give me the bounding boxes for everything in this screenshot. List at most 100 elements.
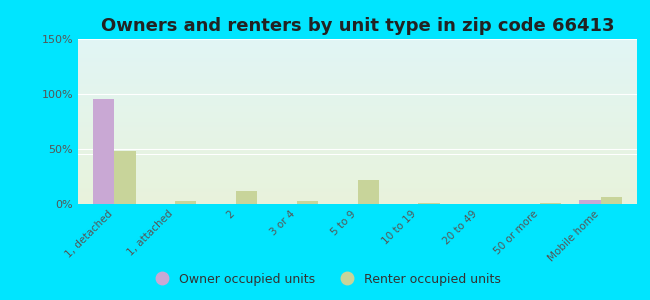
Bar <box>78 142 637 143</box>
Bar <box>78 110 637 111</box>
Bar <box>78 199 637 200</box>
Bar <box>78 167 637 168</box>
Bar <box>78 98 637 99</box>
Bar <box>78 113 637 114</box>
Bar <box>78 191 637 192</box>
Bar <box>78 178 637 179</box>
Bar <box>78 153 637 154</box>
Bar <box>78 114 637 115</box>
Bar <box>78 188 637 189</box>
Bar <box>78 49 637 50</box>
Bar <box>78 141 637 142</box>
Bar <box>601 197 622 204</box>
Bar <box>78 136 637 137</box>
Bar <box>78 105 637 106</box>
Bar <box>78 175 637 176</box>
Bar <box>78 82 637 83</box>
Bar <box>78 177 637 178</box>
Bar <box>78 42 637 43</box>
Bar <box>78 176 637 177</box>
Bar <box>78 104 637 105</box>
Bar <box>78 63 637 64</box>
Bar <box>78 60 637 61</box>
Bar <box>78 97 637 98</box>
Bar <box>78 41 637 42</box>
Bar <box>78 116 637 117</box>
Bar <box>93 100 114 204</box>
Bar <box>78 140 637 141</box>
Bar <box>78 43 637 44</box>
Bar <box>78 127 637 128</box>
Bar <box>78 168 637 169</box>
Bar <box>78 115 637 116</box>
Bar <box>78 45 637 46</box>
Bar <box>78 89 637 90</box>
Bar <box>236 191 257 204</box>
Bar <box>78 67 637 68</box>
Bar <box>78 156 637 157</box>
Bar <box>78 190 637 191</box>
Bar <box>78 72 637 73</box>
Legend: Owner occupied units, Renter occupied units: Owner occupied units, Renter occupied un… <box>144 268 506 291</box>
Bar <box>78 146 637 147</box>
Bar <box>78 184 637 185</box>
Bar <box>78 202 637 203</box>
Bar <box>78 185 637 186</box>
Bar <box>78 102 637 103</box>
Bar <box>78 78 637 79</box>
Bar <box>78 145 637 146</box>
Bar <box>78 171 637 172</box>
Bar <box>78 93 637 94</box>
Bar <box>358 180 379 204</box>
Bar <box>78 90 637 91</box>
Bar <box>78 161 637 162</box>
Title: Owners and renters by unit type in zip code 66413: Owners and renters by unit type in zip c… <box>101 17 614 35</box>
Bar <box>78 197 637 198</box>
Bar <box>78 54 637 55</box>
Bar <box>114 151 136 204</box>
Bar <box>78 64 637 65</box>
Bar <box>78 112 637 113</box>
Bar <box>78 154 637 155</box>
Bar <box>78 85 637 86</box>
Bar <box>78 192 637 193</box>
Bar <box>78 122 637 123</box>
Bar <box>579 200 601 204</box>
Bar <box>78 163 637 164</box>
Bar <box>78 196 637 197</box>
Bar <box>540 203 561 204</box>
Bar <box>78 66 637 67</box>
Bar <box>78 194 637 195</box>
Bar <box>78 137 637 138</box>
Bar <box>78 134 637 135</box>
Bar <box>78 180 637 181</box>
Bar <box>78 147 637 148</box>
Bar <box>78 128 637 129</box>
Bar <box>78 88 637 89</box>
Bar <box>78 80 637 81</box>
Bar <box>78 83 637 84</box>
Bar <box>78 173 637 174</box>
Bar <box>78 203 637 204</box>
Bar <box>78 57 637 58</box>
Bar <box>78 189 637 190</box>
Bar <box>78 119 637 120</box>
Bar <box>78 144 637 145</box>
Bar <box>78 149 637 150</box>
Bar <box>78 58 637 59</box>
Bar <box>78 68 637 69</box>
Bar <box>78 108 637 109</box>
Bar <box>78 157 637 158</box>
Bar <box>78 106 637 107</box>
Bar <box>78 152 637 153</box>
Bar <box>78 111 637 112</box>
Bar <box>78 55 637 56</box>
Bar <box>78 186 637 187</box>
Bar <box>78 151 637 152</box>
Bar <box>78 84 637 85</box>
Bar <box>78 77 637 78</box>
Bar <box>78 143 637 144</box>
Bar <box>78 39 637 40</box>
Bar <box>78 162 637 163</box>
Bar <box>78 96 637 97</box>
